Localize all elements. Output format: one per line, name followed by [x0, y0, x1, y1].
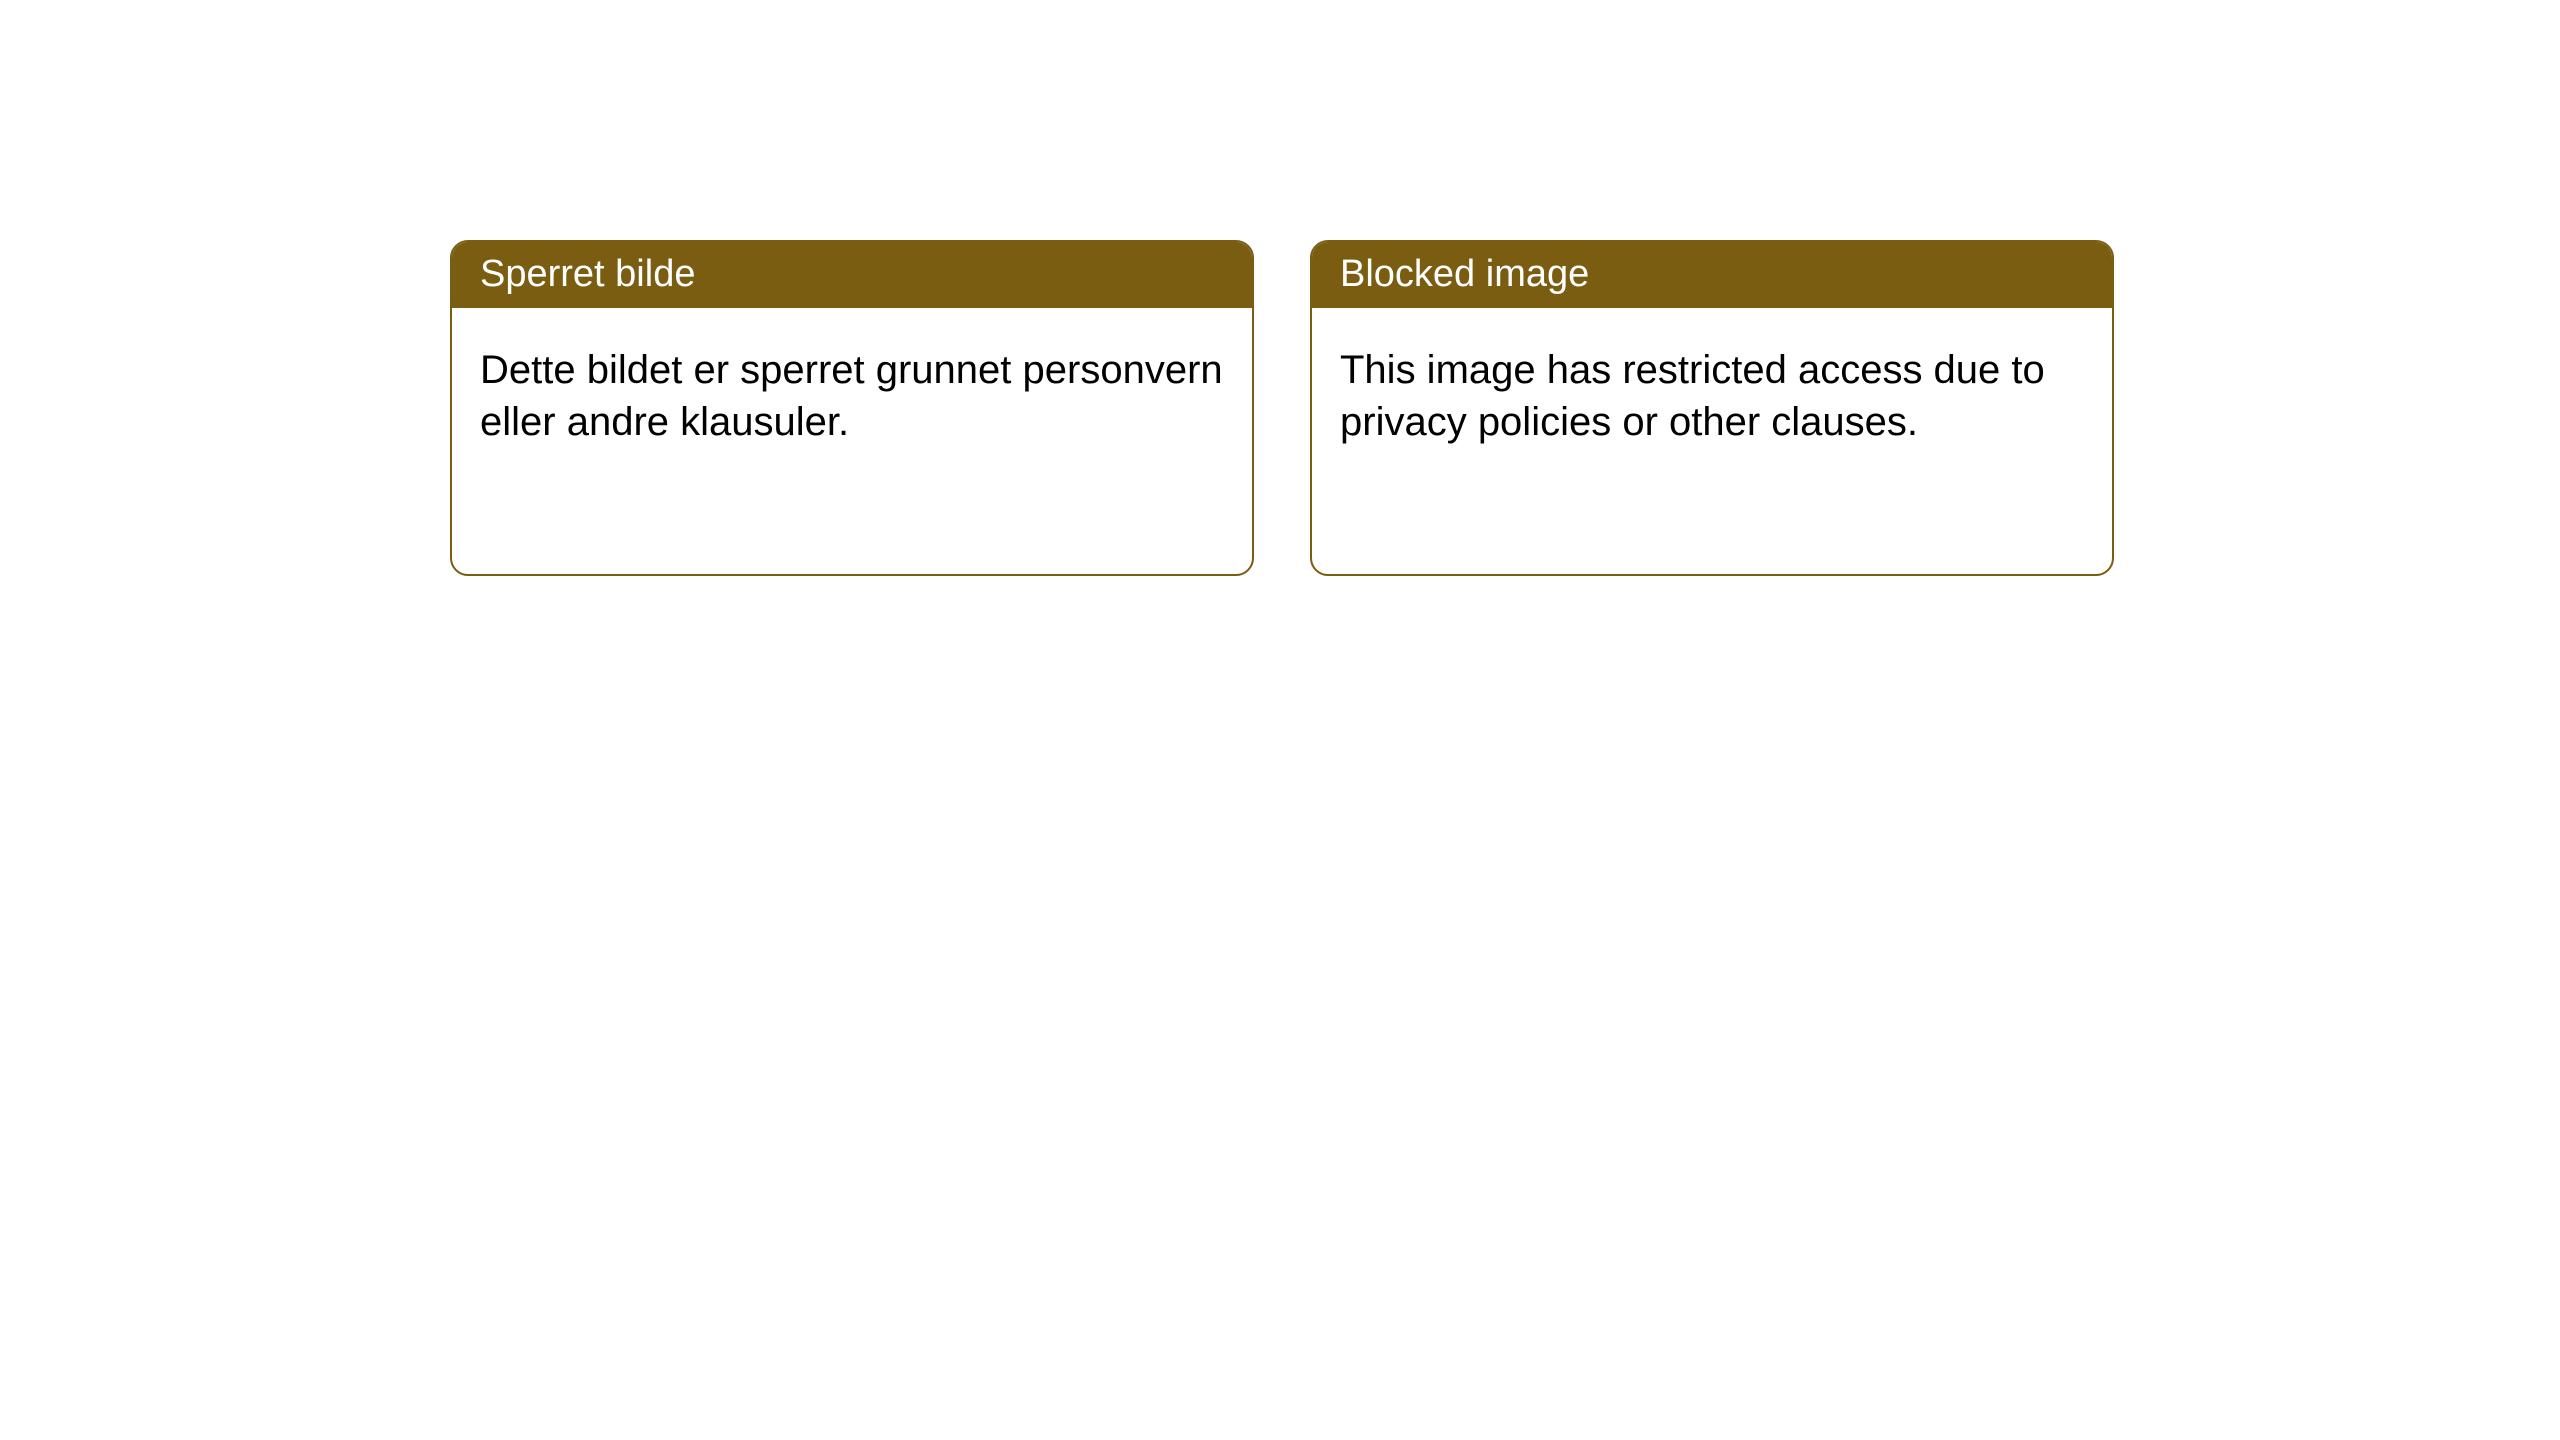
blocked-image-card-no: Sperret bilde Dette bildet er sperret gr…	[450, 240, 1254, 576]
card-body: This image has restricted access due to …	[1312, 308, 2112, 484]
card-header: Blocked image	[1312, 242, 2112, 308]
cards-container: Sperret bilde Dette bildet er sperret gr…	[450, 240, 2114, 576]
card-body: Dette bildet er sperret grunnet personve…	[452, 308, 1252, 484]
blocked-image-card-en: Blocked image This image has restricted …	[1310, 240, 2114, 576]
card-header: Sperret bilde	[452, 242, 1252, 308]
